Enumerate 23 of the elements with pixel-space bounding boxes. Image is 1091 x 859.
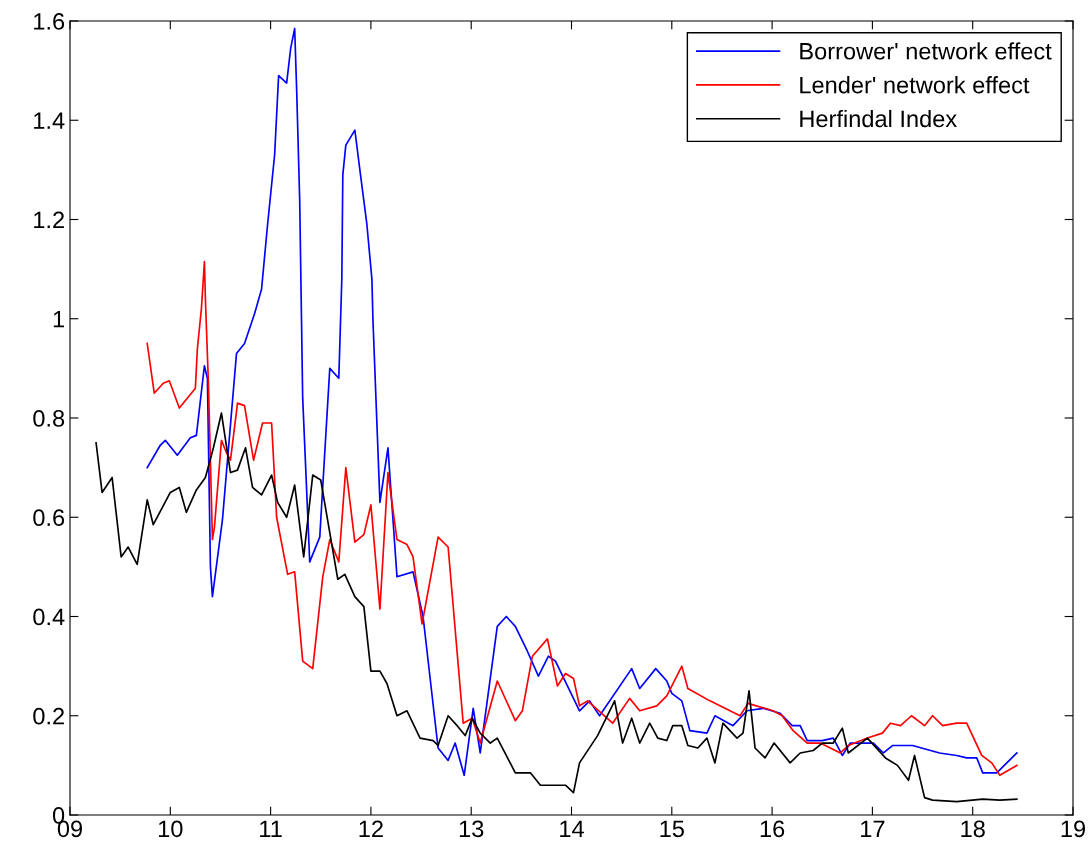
x-tick-label: 19 <box>1061 820 1086 838</box>
x-tick-label: 15 <box>660 820 684 838</box>
x-tick-label: 12 <box>359 820 383 837</box>
y-tick-label: 1.6 <box>34 13 65 30</box>
line-series <box>95 412 1018 803</box>
line-series <box>146 260 1018 777</box>
x-tick-label: 17 <box>861 820 885 837</box>
y-tick-label: 0.8 <box>33 410 65 427</box>
legend-label: Borrower' network effect <box>800 42 1052 60</box>
x-tick-label: 13 <box>459 820 484 838</box>
x-tick-label: 14 <box>560 820 584 837</box>
x-tick-label: 11 <box>260 820 282 837</box>
legend-label: Herfindal Index <box>800 109 957 128</box>
y-tick-label: 1.4 <box>34 112 65 129</box>
y-tick-label: 0.4 <box>33 608 65 626</box>
y-tick-label: 0.2 <box>33 707 64 725</box>
x-tick-label: 18 <box>961 820 985 838</box>
y-tick-label: 1.2 <box>34 211 64 229</box>
legend-label: Lender' network effect <box>800 76 1030 94</box>
y-tick-label: 1 <box>53 311 64 328</box>
x-tick-label: 16 <box>760 820 785 838</box>
y-tick-label: 0.6 <box>33 509 65 527</box>
x-tick-label: 10 <box>158 820 183 838</box>
